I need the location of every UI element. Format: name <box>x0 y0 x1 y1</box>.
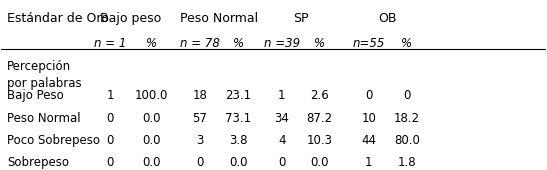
Text: Bajo Peso: Bajo Peso <box>7 89 63 101</box>
Text: n =39: n =39 <box>264 37 300 50</box>
Text: 0: 0 <box>107 134 114 147</box>
Text: 0.0: 0.0 <box>229 156 247 169</box>
Text: 44: 44 <box>361 134 376 147</box>
Text: 34: 34 <box>274 112 289 125</box>
Text: 0.0: 0.0 <box>142 134 160 147</box>
Text: 0: 0 <box>365 89 373 101</box>
Text: 57: 57 <box>193 112 207 125</box>
Text: 4: 4 <box>278 134 286 147</box>
Text: 2.6: 2.6 <box>310 89 329 101</box>
Text: Sobrepeso: Sobrepeso <box>7 156 69 169</box>
Text: 1: 1 <box>107 89 114 101</box>
Text: Bajo peso: Bajo peso <box>100 12 161 25</box>
Text: 3.8: 3.8 <box>229 134 247 147</box>
Text: n = 1: n = 1 <box>94 37 126 50</box>
Text: 100.0: 100.0 <box>135 89 168 101</box>
Text: 3: 3 <box>196 134 203 147</box>
Text: 0.0: 0.0 <box>311 156 329 169</box>
Text: 73.1: 73.1 <box>225 112 251 125</box>
Text: 23.1: 23.1 <box>225 89 251 101</box>
Text: 0.0: 0.0 <box>142 156 160 169</box>
Text: %: % <box>314 37 325 50</box>
Text: 0: 0 <box>107 156 114 169</box>
Text: Estándar de Oro: Estándar de Oro <box>7 12 109 25</box>
Text: 10.3: 10.3 <box>307 134 333 147</box>
Text: Peso Normal: Peso Normal <box>7 112 80 125</box>
Text: 0: 0 <box>107 112 114 125</box>
Text: SP: SP <box>293 12 309 25</box>
Text: 0: 0 <box>403 89 410 101</box>
Text: %: % <box>401 37 412 50</box>
Text: 1: 1 <box>365 156 373 169</box>
Text: Poco Sobrepeso: Poco Sobrepeso <box>7 134 100 147</box>
Text: OB: OB <box>379 12 397 25</box>
Text: %: % <box>232 37 243 50</box>
Text: 80.0: 80.0 <box>394 134 420 147</box>
Text: %: % <box>146 37 156 50</box>
Text: 18.2: 18.2 <box>394 112 420 125</box>
Text: 0.0: 0.0 <box>142 112 160 125</box>
Text: n=55: n=55 <box>353 37 385 50</box>
Text: 0: 0 <box>196 156 203 169</box>
Text: Peso Normal: Peso Normal <box>180 12 258 25</box>
Text: 10: 10 <box>362 112 376 125</box>
Text: 1.8: 1.8 <box>398 156 416 169</box>
Text: 18: 18 <box>193 89 207 101</box>
Text: n = 78: n = 78 <box>180 37 220 50</box>
Text: 1: 1 <box>278 89 286 101</box>
Text: 0: 0 <box>278 156 286 169</box>
Text: 87.2: 87.2 <box>307 112 333 125</box>
Text: Percepción
por palabras: Percepción por palabras <box>7 61 82 90</box>
